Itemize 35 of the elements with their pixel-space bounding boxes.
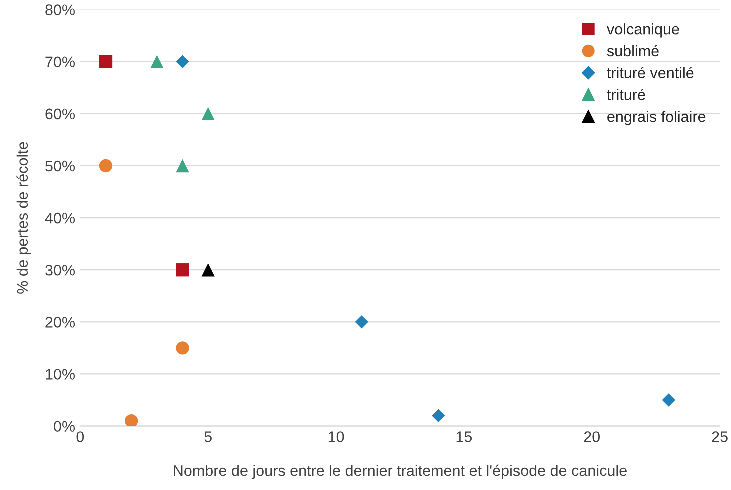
point bbox=[99, 159, 113, 173]
x-tick-label: 0 bbox=[76, 432, 84, 442]
y-tick-label: 0% bbox=[54, 421, 76, 432]
y-tick-label: 40% bbox=[45, 212, 76, 224]
point bbox=[176, 55, 190, 68]
legend-label: sublimé bbox=[607, 45, 659, 57]
x-tick-label: 25 bbox=[712, 432, 728, 442]
point bbox=[99, 55, 113, 68]
x-axis-title: Nombre de jours entre le dernier traitement et l'épisode de canicule bbox=[174, 464, 627, 480]
legend-label: engrais foliaire bbox=[608, 111, 706, 126]
point bbox=[124, 414, 138, 426]
y-axis-title: % de pertes de récolte bbox=[16, 142, 32, 294]
x-tick-label: 20 bbox=[584, 432, 600, 442]
point bbox=[355, 316, 368, 329]
legend-label: trituré ventilé bbox=[607, 67, 694, 79]
x-tick-label: 5 bbox=[204, 432, 212, 442]
legend-label: volcanique bbox=[606, 24, 680, 38]
point bbox=[176, 159, 190, 173]
point bbox=[176, 264, 190, 277]
point bbox=[202, 264, 215, 277]
y-tick-label: 30% bbox=[46, 264, 76, 276]
y-tick-label: 10% bbox=[46, 369, 76, 380]
point bbox=[432, 409, 446, 422]
y-tick-label: 60% bbox=[46, 108, 76, 120]
x-tick-label: 15 bbox=[456, 432, 472, 442]
point bbox=[150, 55, 164, 68]
point bbox=[176, 342, 190, 355]
legend-label: trituré bbox=[607, 89, 646, 100]
y-tick-label: 80% bbox=[46, 4, 76, 16]
y-tick-label: 70% bbox=[46, 56, 76, 68]
y-tick-label: 50% bbox=[46, 160, 76, 172]
y-tick-label: 20% bbox=[46, 317, 76, 328]
x-tick-label: 10 bbox=[328, 432, 344, 442]
point bbox=[202, 107, 215, 121]
point bbox=[662, 394, 676, 407]
